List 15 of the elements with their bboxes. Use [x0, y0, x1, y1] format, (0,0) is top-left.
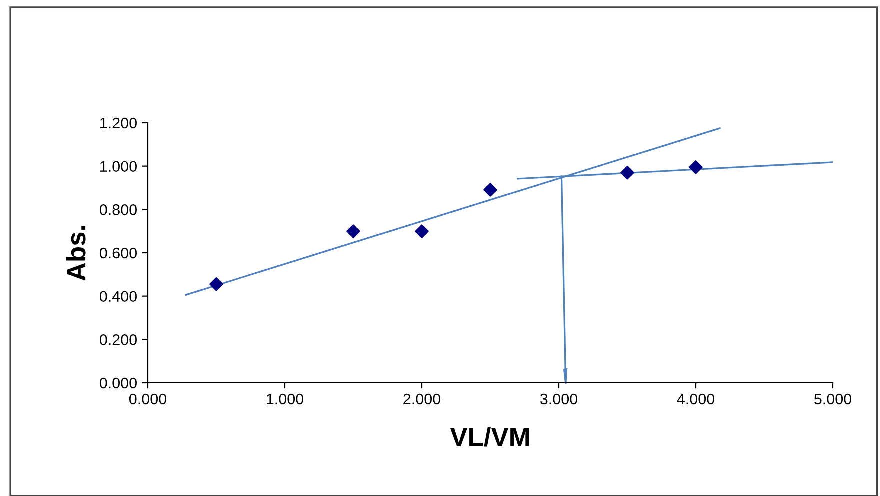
x-tick-label: 3.000 [540, 394, 578, 405]
x-tick-label: 1.000 [267, 394, 304, 405]
y-tick-label: 0.800 [100, 204, 137, 216]
y-tick-label: 0.200 [100, 334, 137, 346]
x-tick-label: 2.000 [404, 394, 441, 405]
x-tick-label: 0.000 [129, 394, 167, 405]
x-axis-title: VL/VM [450, 427, 530, 447]
y-tick-label: 0.600 [100, 248, 137, 259]
y-axis-title: Abs. [66, 226, 86, 281]
y-tick-label: 0.000 [100, 378, 137, 389]
y-tick-label: 1.000 [100, 161, 137, 172]
x-tick-label: 5.000 [814, 394, 852, 405]
y-tick-label: 1.200 [100, 118, 137, 129]
x-tick-label: 4.000 [677, 394, 715, 405]
y-tick-label: 0.400 [100, 291, 137, 302]
